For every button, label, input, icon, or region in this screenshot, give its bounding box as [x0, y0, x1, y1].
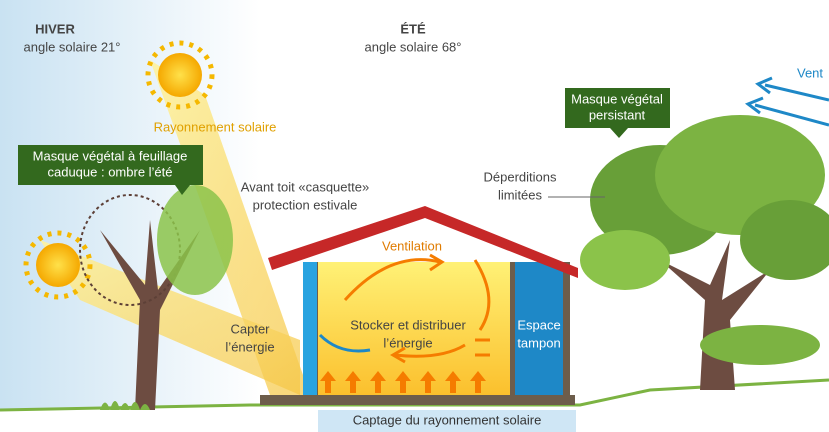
buffer-label: tampon: [517, 335, 560, 350]
winter-angle: angle solaire 21°: [24, 39, 121, 54]
capture-label: Capter: [230, 321, 270, 336]
radiation-label: Rayonnement solaire: [154, 119, 277, 134]
ventilation-label: Ventilation: [382, 238, 442, 253]
diagram: HIVER angle solaire 21° ÉTÉ angle solair…: [0, 0, 829, 432]
deciduous-label: Masque végétal à feuillage: [33, 148, 188, 163]
evergreen-label: persistant: [589, 107, 646, 122]
evergreen-label: Masque végétal: [571, 91, 663, 106]
overhang-label: protection estivale: [253, 197, 358, 212]
bottom-label: Captage du rayonnement solaire: [353, 412, 542, 427]
overhang-label: Avant toit «casquette»: [241, 179, 369, 194]
summer-title: ÉTÉ: [400, 21, 426, 36]
capture-label: l’énergie: [225, 339, 274, 354]
store-label: l’énergie: [383, 335, 432, 350]
deciduous-label: caduque : ombre l’été: [47, 164, 172, 179]
summer-angle: angle solaire 68°: [365, 39, 462, 54]
store-label: Stocker et distribuer: [350, 317, 466, 332]
wind-label: Vent: [797, 65, 823, 80]
winter-title: HIVER: [35, 21, 75, 36]
losses-label: limitées: [498, 187, 543, 202]
buffer-label: Espace: [517, 317, 560, 332]
losses-label: Déperditions: [484, 169, 557, 184]
